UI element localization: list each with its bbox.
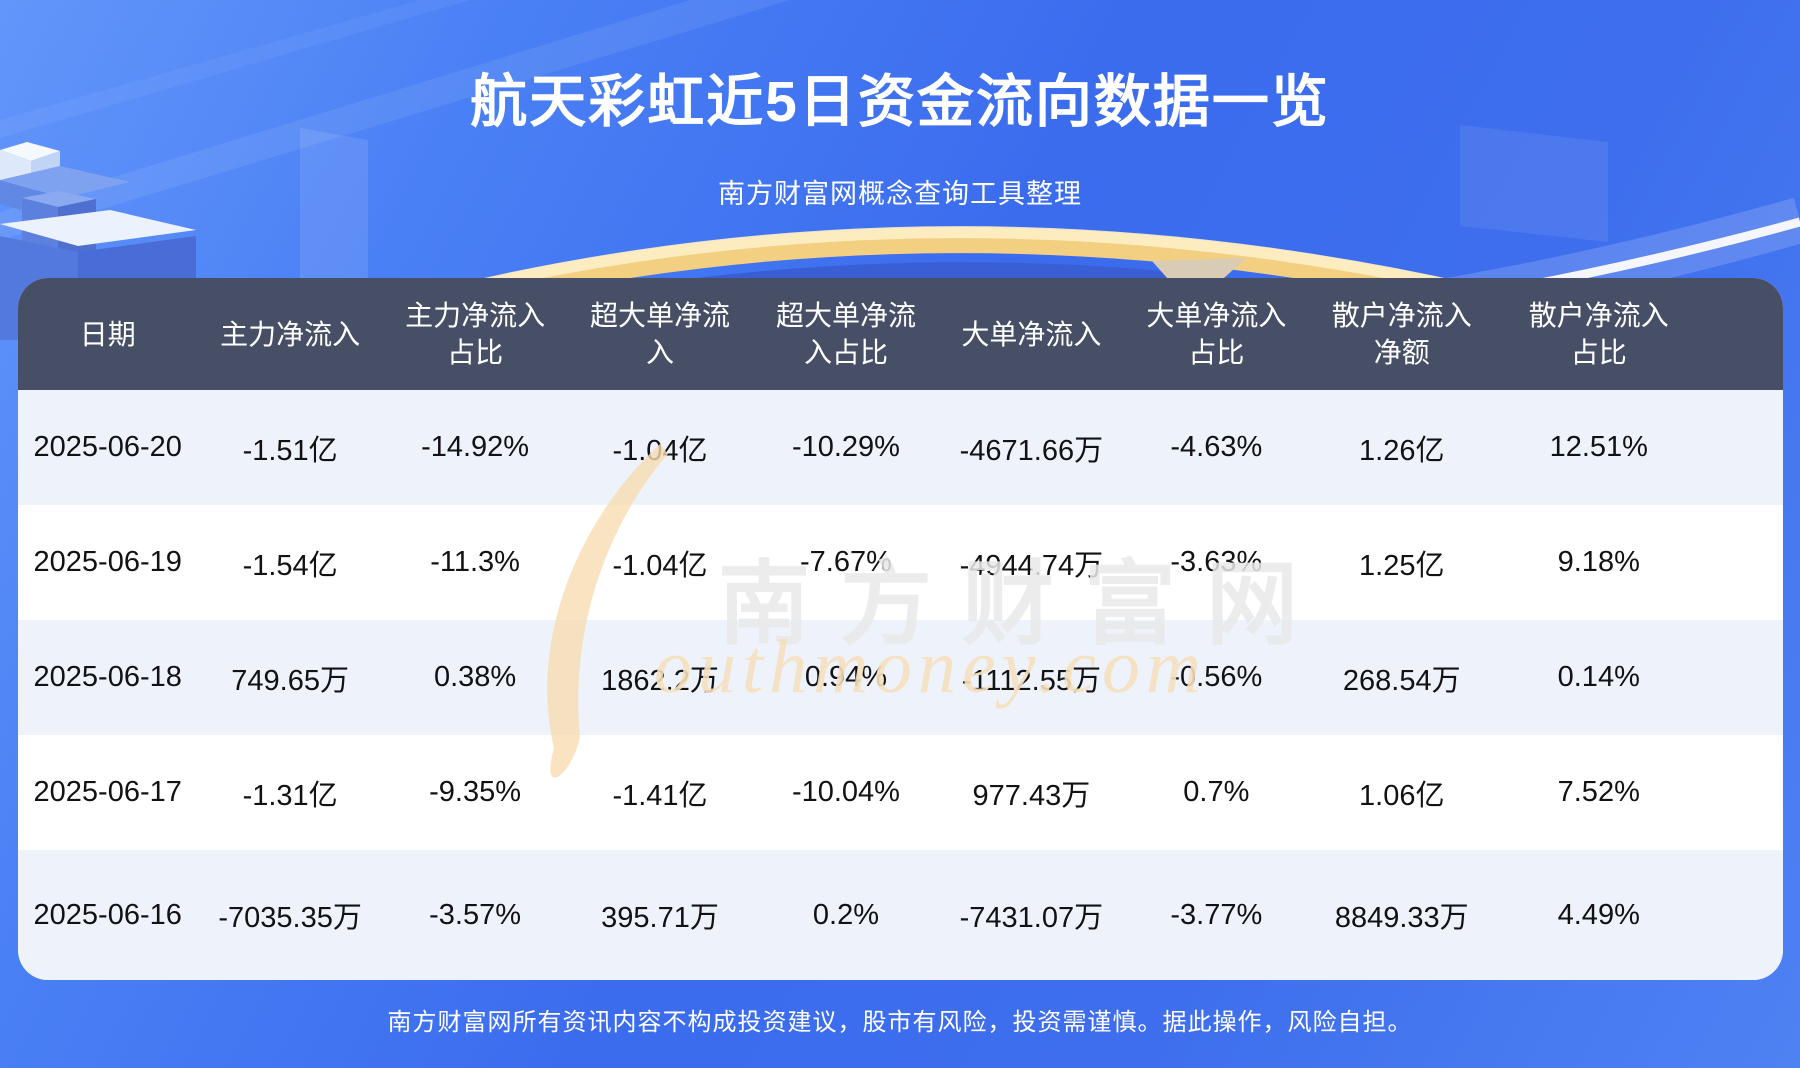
- fund-flow-table: 日期 主力净流入 主力净流入 占比 超大单净流 入 超大单净流 入占比 大单净流…: [18, 278, 1783, 980]
- table-cell: 1.26亿: [1359, 434, 1445, 467]
- table-cell: 2025-06-19: [33, 546, 182, 578]
- table-cell: -9.35%: [429, 776, 522, 808]
- table-cell: -11.3%: [430, 546, 520, 578]
- table-cell: -1112.55万: [961, 664, 1101, 697]
- page-subtitle: 南方财富网概念查询工具整理: [718, 179, 1082, 209]
- footer-disclaimer: 南方财富网所有资讯内容不构成投资建议，股市有风险，投资需谨慎。据此操作，风险自担…: [387, 1009, 1413, 1036]
- table-header-row: 日期 主力净流入 主力净流入 占比 超大单净流 入 超大单净流 入占比 大单净流…: [18, 278, 1783, 390]
- page-title: 航天彩虹近5日资金流向数据一览: [470, 70, 1330, 134]
- table-cell: -7035.35万: [218, 902, 362, 934]
- table-cell: 8849.33万: [1334, 902, 1469, 934]
- table-cell: 2025-06-18: [33, 661, 182, 693]
- table-row: 2025-06-16 -7035.35万 -3.57% 395.71万 0.2%…: [18, 850, 1783, 980]
- header-large-order-net-inflow-pct: 大单净流入 占比: [1146, 300, 1287, 368]
- table-cell: 0.2%: [812, 898, 879, 931]
- header-retail-net-inflow-pct: 散户净流入 占比: [1528, 300, 1669, 368]
- header-xl-order-net-inflow: 超大单净流 入: [590, 300, 731, 368]
- table-cell: 977.43万: [972, 779, 1091, 812]
- header-date: 日期: [79, 318, 136, 350]
- header-large-order-net-inflow: 大单净流入: [961, 318, 1102, 350]
- table-cell: -1.04亿: [612, 549, 708, 582]
- table-cell: -1.04亿: [612, 434, 708, 467]
- table-cell: -10.04%: [791, 776, 900, 808]
- table-cell: 0.94%: [804, 661, 888, 693]
- table-cell: 268.54万: [1342, 664, 1461, 697]
- table-cell: -1.41亿: [612, 779, 708, 812]
- table-cell: 12.51%: [1549, 431, 1648, 463]
- table-cell: 0.14%: [1557, 661, 1640, 693]
- table-cell: 0.7%: [1183, 776, 1250, 808]
- table-cell: 7.52%: [1557, 776, 1640, 808]
- table-cell: 1862.2万: [601, 664, 719, 697]
- table-cell: 4.49%: [1557, 898, 1640, 931]
- table-cell: -0.56%: [1170, 661, 1263, 693]
- table-cell: -4.63%: [1170, 431, 1263, 463]
- table-cell: -3.63%: [1170, 546, 1263, 578]
- header-retail-net-inflow: 散户净流入 净额: [1331, 300, 1472, 368]
- table-cell: -4671.66万: [959, 434, 1104, 467]
- table-row: 2025-06-18 749.65万 0.38% 1862.2万 0.94% -…: [18, 620, 1783, 735]
- table-cell: 9.18%: [1557, 546, 1640, 578]
- header-xl-order-net-inflow-pct: 超大单净流 入占比: [775, 300, 916, 368]
- header-main-net-inflow-pct: 主力净流入 占比: [405, 300, 546, 368]
- table-row: 2025-06-20 -1.51亿 -14.92% -1.04亿 -10.29%…: [18, 390, 1783, 505]
- table-cell: 2025-06-16: [33, 898, 182, 931]
- table-cell: -14.92%: [421, 431, 530, 463]
- table-cell: 1.25亿: [1359, 549, 1445, 582]
- table-cell: 395.71万: [601, 902, 719, 934]
- table-row: 2025-06-19 -1.54亿 -11.3% -1.04亿 -7.67% -…: [18, 505, 1783, 620]
- table-cell: -1.31亿: [242, 779, 338, 812]
- table-cell: -4944.74万: [959, 549, 1104, 582]
- table-cell: 2025-06-17: [33, 776, 182, 808]
- table-cell: -7431.07万: [959, 902, 1104, 934]
- table-cell: -7.67%: [800, 546, 892, 578]
- table-cell: -1.51亿: [242, 434, 338, 467]
- table-cell: 1.06亿: [1359, 779, 1445, 812]
- table-cell: -3.57%: [429, 898, 522, 931]
- table-cell: 749.65万: [231, 664, 349, 697]
- header-main-net-inflow: 主力净流入: [220, 318, 361, 350]
- table-cell: 2025-06-20: [33, 431, 182, 463]
- table-cell: -3.77%: [1170, 898, 1263, 931]
- table-cell: -1.54亿: [242, 549, 338, 582]
- table-cell: -10.29%: [791, 431, 900, 463]
- table-cell: 0.38%: [433, 661, 517, 693]
- table-row: 2025-06-17 -1.31亿 -9.35% -1.41亿 -10.04% …: [18, 735, 1783, 850]
